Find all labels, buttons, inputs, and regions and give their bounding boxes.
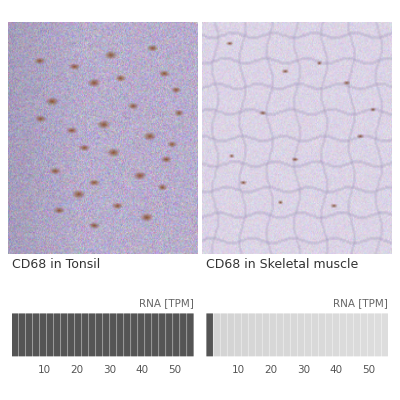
FancyBboxPatch shape	[269, 314, 276, 356]
FancyBboxPatch shape	[304, 314, 311, 356]
FancyBboxPatch shape	[297, 314, 304, 356]
FancyBboxPatch shape	[26, 314, 32, 356]
FancyBboxPatch shape	[40, 314, 46, 356]
FancyBboxPatch shape	[368, 314, 374, 356]
FancyBboxPatch shape	[82, 314, 89, 356]
FancyBboxPatch shape	[145, 314, 152, 356]
FancyBboxPatch shape	[318, 314, 325, 356]
FancyBboxPatch shape	[54, 314, 60, 356]
FancyBboxPatch shape	[227, 314, 234, 356]
Text: CD68 in Tonsil: CD68 in Tonsil	[12, 258, 100, 271]
Text: RNA [TPM]: RNA [TPM]	[139, 298, 194, 308]
Text: 30: 30	[297, 365, 310, 375]
FancyBboxPatch shape	[75, 314, 82, 356]
FancyBboxPatch shape	[326, 314, 332, 356]
FancyBboxPatch shape	[234, 314, 241, 356]
FancyBboxPatch shape	[213, 314, 220, 356]
FancyBboxPatch shape	[290, 314, 297, 356]
FancyBboxPatch shape	[61, 314, 68, 356]
FancyBboxPatch shape	[180, 314, 187, 356]
FancyBboxPatch shape	[283, 314, 290, 356]
FancyBboxPatch shape	[96, 314, 103, 356]
FancyBboxPatch shape	[354, 314, 360, 356]
Text: 10: 10	[38, 365, 51, 375]
FancyBboxPatch shape	[220, 314, 227, 356]
FancyBboxPatch shape	[103, 314, 110, 356]
FancyBboxPatch shape	[159, 314, 166, 356]
FancyBboxPatch shape	[110, 314, 117, 356]
Text: 20: 20	[70, 365, 83, 375]
FancyBboxPatch shape	[360, 314, 367, 356]
FancyBboxPatch shape	[47, 314, 54, 356]
FancyBboxPatch shape	[19, 314, 26, 356]
Text: 10: 10	[232, 365, 245, 375]
FancyBboxPatch shape	[311, 314, 318, 356]
FancyBboxPatch shape	[187, 314, 194, 356]
Text: 40: 40	[135, 365, 148, 375]
Text: 30: 30	[103, 365, 116, 375]
FancyBboxPatch shape	[346, 314, 353, 356]
FancyBboxPatch shape	[382, 314, 388, 356]
Text: 20: 20	[265, 365, 278, 375]
FancyBboxPatch shape	[206, 314, 213, 356]
FancyBboxPatch shape	[131, 314, 138, 356]
FancyBboxPatch shape	[241, 314, 248, 356]
FancyBboxPatch shape	[166, 314, 173, 356]
Text: 40: 40	[330, 365, 343, 375]
FancyBboxPatch shape	[374, 314, 381, 356]
Text: 50: 50	[362, 365, 375, 375]
FancyBboxPatch shape	[332, 314, 339, 356]
Text: CD68 in Skeletal muscle: CD68 in Skeletal muscle	[206, 258, 358, 271]
FancyBboxPatch shape	[276, 314, 283, 356]
Text: RNA [TPM]: RNA [TPM]	[333, 298, 388, 308]
FancyBboxPatch shape	[12, 314, 18, 356]
FancyBboxPatch shape	[340, 314, 346, 356]
FancyBboxPatch shape	[89, 314, 96, 356]
FancyBboxPatch shape	[124, 314, 131, 356]
FancyBboxPatch shape	[152, 314, 159, 356]
FancyBboxPatch shape	[262, 314, 269, 356]
FancyBboxPatch shape	[33, 314, 40, 356]
Text: 50: 50	[168, 365, 181, 375]
FancyBboxPatch shape	[117, 314, 124, 356]
FancyBboxPatch shape	[248, 314, 255, 356]
FancyBboxPatch shape	[255, 314, 262, 356]
FancyBboxPatch shape	[138, 314, 145, 356]
FancyBboxPatch shape	[68, 314, 74, 356]
FancyBboxPatch shape	[173, 314, 180, 356]
